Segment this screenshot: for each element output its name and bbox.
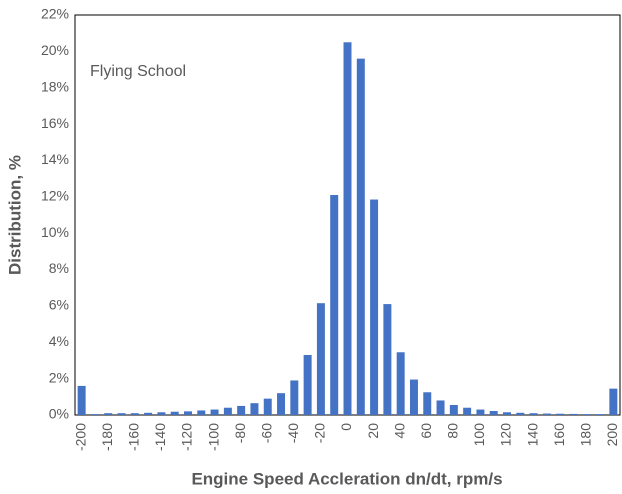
y-tick-label: 12% — [41, 188, 69, 204]
bar — [529, 413, 538, 415]
x-tick-label: 180 — [577, 423, 593, 447]
x-tick-label: 160 — [551, 423, 567, 447]
x-tick-label: 20 — [365, 423, 381, 439]
y-axis-title: Distribution, % — [5, 155, 24, 275]
bar — [409, 379, 418, 415]
bar — [77, 385, 86, 415]
bar — [356, 58, 365, 416]
annotation: Flying School — [90, 63, 186, 80]
bar — [436, 400, 445, 415]
bar — [303, 355, 312, 415]
bar — [117, 413, 126, 415]
bar — [90, 414, 99, 415]
bar — [330, 195, 339, 415]
bar — [157, 412, 166, 415]
y-tick-label: 4% — [49, 333, 69, 349]
bar — [489, 411, 498, 415]
bar — [343, 42, 352, 415]
x-tick-label: 200 — [604, 423, 620, 447]
y-tick-label: 18% — [41, 78, 69, 94]
bar — [423, 392, 432, 415]
x-tick-label: 120 — [498, 423, 514, 447]
bar — [210, 409, 219, 415]
bar — [197, 410, 206, 415]
bar — [237, 405, 246, 415]
bar — [569, 413, 578, 415]
x-tick-label: 60 — [418, 423, 434, 439]
bar — [503, 412, 511, 415]
x-axis-title: Engine Speed Accleration dn/dt, rpm/s — [191, 469, 502, 488]
bar — [184, 411, 192, 415]
x-tick-label: -160 — [126, 423, 142, 451]
bar — [609, 388, 618, 415]
bar — [263, 398, 272, 415]
y-tick-label: 8% — [49, 260, 69, 276]
bar — [582, 414, 591, 415]
bar — [104, 413, 113, 415]
bar — [316, 303, 325, 415]
x-tick-label: -200 — [72, 423, 88, 451]
x-tick-label: 80 — [445, 423, 461, 439]
x-tick-label: -20 — [312, 423, 328, 443]
bar — [370, 199, 379, 415]
y-tick-label: 22% — [41, 6, 69, 22]
bar — [277, 393, 286, 415]
bar — [383, 304, 392, 415]
y-tick-label: 2% — [49, 369, 69, 385]
y-tick-label: 10% — [41, 224, 69, 240]
x-tick-label: -180 — [99, 423, 115, 451]
x-tick-label: -120 — [179, 423, 195, 451]
x-tick-label: 0 — [338, 423, 354, 431]
bar — [250, 403, 259, 415]
x-tick-label: 140 — [524, 423, 540, 447]
y-tick-label: 16% — [41, 115, 69, 131]
bar — [556, 413, 565, 415]
x-tick-label: -100 — [205, 423, 221, 451]
bar — [170, 411, 179, 415]
bar — [130, 413, 139, 415]
x-tick-label: 100 — [471, 423, 487, 447]
bar — [542, 413, 551, 415]
y-tick-label: 6% — [49, 297, 69, 313]
bar — [144, 412, 153, 415]
bar — [463, 407, 472, 415]
x-tick-label: -40 — [285, 423, 301, 443]
y-tick-label: 0% — [49, 406, 69, 422]
bar — [223, 407, 232, 415]
bar — [476, 409, 485, 415]
bar — [290, 380, 299, 415]
x-tick-label: 40 — [391, 423, 407, 439]
x-tick-label: -60 — [258, 423, 274, 443]
y-tick-label: 14% — [41, 151, 69, 167]
bar — [396, 352, 405, 415]
x-tick-label: -140 — [152, 423, 168, 451]
bar — [449, 405, 458, 415]
x-tick-label: -80 — [232, 423, 248, 443]
y-tick-label: 20% — [41, 42, 69, 58]
bar — [596, 414, 605, 415]
bar — [516, 412, 525, 415]
